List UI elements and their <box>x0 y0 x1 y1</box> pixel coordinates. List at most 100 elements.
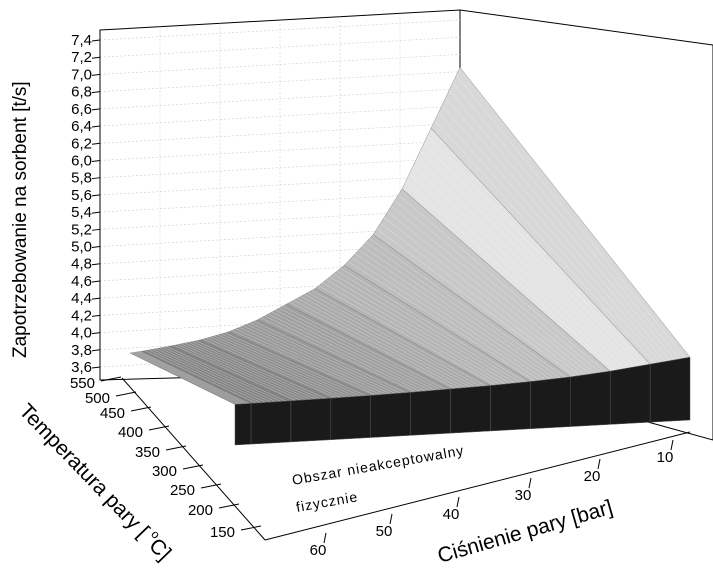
z-tick <box>91 177 101 180</box>
z-tick <box>91 263 101 266</box>
surface-mesh-line <box>322 282 501 385</box>
surface-mesh-line <box>452 82 681 360</box>
surface-mesh-line <box>250 322 401 394</box>
surface-mesh-line <box>181 343 306 401</box>
surface-mesh-line <box>137 351 246 404</box>
x-axis: 10 20 30 40 50 60 <box>264 431 691 559</box>
surface-mesh-line <box>289 302 456 389</box>
y-tick <box>148 425 170 431</box>
surface-mesh-line <box>391 205 596 374</box>
x-axis-label: Ciśnienie pary [bar] <box>435 496 615 568</box>
front-face-patch <box>370 392 411 438</box>
z-tick <box>91 194 101 197</box>
z-tick-label: 6,8 <box>71 84 92 101</box>
x-tick-label: 50 <box>376 523 393 540</box>
surface-mesh-line <box>224 332 366 396</box>
z-tick-label: 5,4 <box>71 204 92 221</box>
svg-text:Temperatura pary [oC]: Temperatura pary [oC] <box>14 397 177 565</box>
y-tick-label: 350 <box>135 444 160 461</box>
y-tick <box>182 464 204 470</box>
surface-mesh-line <box>264 315 421 392</box>
surface-mesh-line <box>383 217 586 375</box>
y-axis-label: Temperatura pary [oC] <box>14 397 177 565</box>
front-face-patch <box>490 381 531 432</box>
z-tick-label: 4,8 <box>71 256 92 273</box>
surface-mesh-line <box>336 270 521 383</box>
surface-mesh-line <box>131 352 238 405</box>
surface-mesh-line <box>340 268 526 383</box>
surface-mesh-line <box>213 335 351 398</box>
surface-mesh-line <box>365 242 561 379</box>
surface-mesh-line <box>449 90 676 360</box>
z-tick <box>91 142 101 145</box>
surface-mesh-line <box>412 166 626 369</box>
z-tick-label: 5,0 <box>71 239 92 256</box>
surface-mesh-line <box>132 352 240 405</box>
z-gridline <box>99 140 461 161</box>
surface-mesh-line <box>438 112 661 363</box>
z-tick <box>91 159 101 162</box>
z-gridline <box>99 157 461 178</box>
z-axis-label: Zapotrzebowanie na sorbent [t/s] <box>10 81 31 358</box>
surface-mesh-line <box>210 336 346 398</box>
z-tick <box>91 108 101 111</box>
z-tick <box>91 39 101 42</box>
x-axis-line <box>264 431 691 541</box>
surface-mesh-line <box>405 181 616 371</box>
annotation-line-2: fizycznie <box>295 488 360 515</box>
z-tick-label: 7,2 <box>71 49 92 66</box>
surface-mesh-line <box>159 347 276 402</box>
surface-mesh-line <box>282 306 446 390</box>
surface-mesh-line <box>326 279 506 385</box>
x-tick <box>456 496 460 508</box>
surface-mesh-line <box>260 317 416 393</box>
x-tick <box>597 458 601 470</box>
z-tick-label: 4,6 <box>71 273 92 290</box>
z-tick-label: 4,2 <box>71 307 92 324</box>
surface-mesh-line <box>409 173 621 370</box>
y-tick-label: 200 <box>188 502 213 519</box>
front-face-patch <box>234 403 252 446</box>
surface-mesh-line <box>398 194 606 373</box>
surface-mesh-line <box>192 341 321 400</box>
surface-mesh-line <box>354 253 546 380</box>
surface-front-face <box>234 356 691 446</box>
surface-mesh-line <box>304 294 476 387</box>
surface-mesh-line <box>206 337 341 398</box>
surface-mesh-line <box>163 347 281 402</box>
front-face-patch <box>570 370 611 427</box>
surface-mesh-line <box>145 350 257 404</box>
front-face-patch <box>330 395 371 441</box>
y-tick-label: 550 <box>70 375 95 392</box>
surface-mesh-line <box>329 276 511 384</box>
surface-mesh-line <box>416 158 631 368</box>
y-tick-label: 400 <box>118 424 143 441</box>
z-tick-label: 6,4 <box>71 118 92 135</box>
surface-mesh-line <box>278 307 441 390</box>
x-tick <box>323 532 327 544</box>
z-tick <box>91 297 101 300</box>
surface-mesh-line <box>434 120 656 364</box>
y-tick <box>218 503 240 509</box>
surface-mesh-line <box>376 228 576 377</box>
z-tick-label: 3,8 <box>71 342 92 359</box>
surface-mesh-line <box>231 330 376 396</box>
z-tick <box>91 366 101 369</box>
surface-mesh-line <box>387 211 591 375</box>
surface-mesh-line <box>347 261 536 382</box>
z-tick <box>91 349 101 352</box>
x-tick-label: 30 <box>515 487 532 504</box>
x-tick <box>670 439 674 451</box>
surface-mesh-line <box>369 238 566 378</box>
surface-mesh-line <box>235 328 381 395</box>
x-tick-label: 40 <box>443 506 460 523</box>
front-face-patch <box>250 400 292 445</box>
x-tick-label: 20 <box>584 468 601 485</box>
y-tick <box>115 391 137 397</box>
z-tick-label: 5,6 <box>71 187 92 204</box>
surface-mesh-line <box>152 349 267 403</box>
y-tick <box>100 376 122 382</box>
surface-mesh-line <box>275 309 436 391</box>
